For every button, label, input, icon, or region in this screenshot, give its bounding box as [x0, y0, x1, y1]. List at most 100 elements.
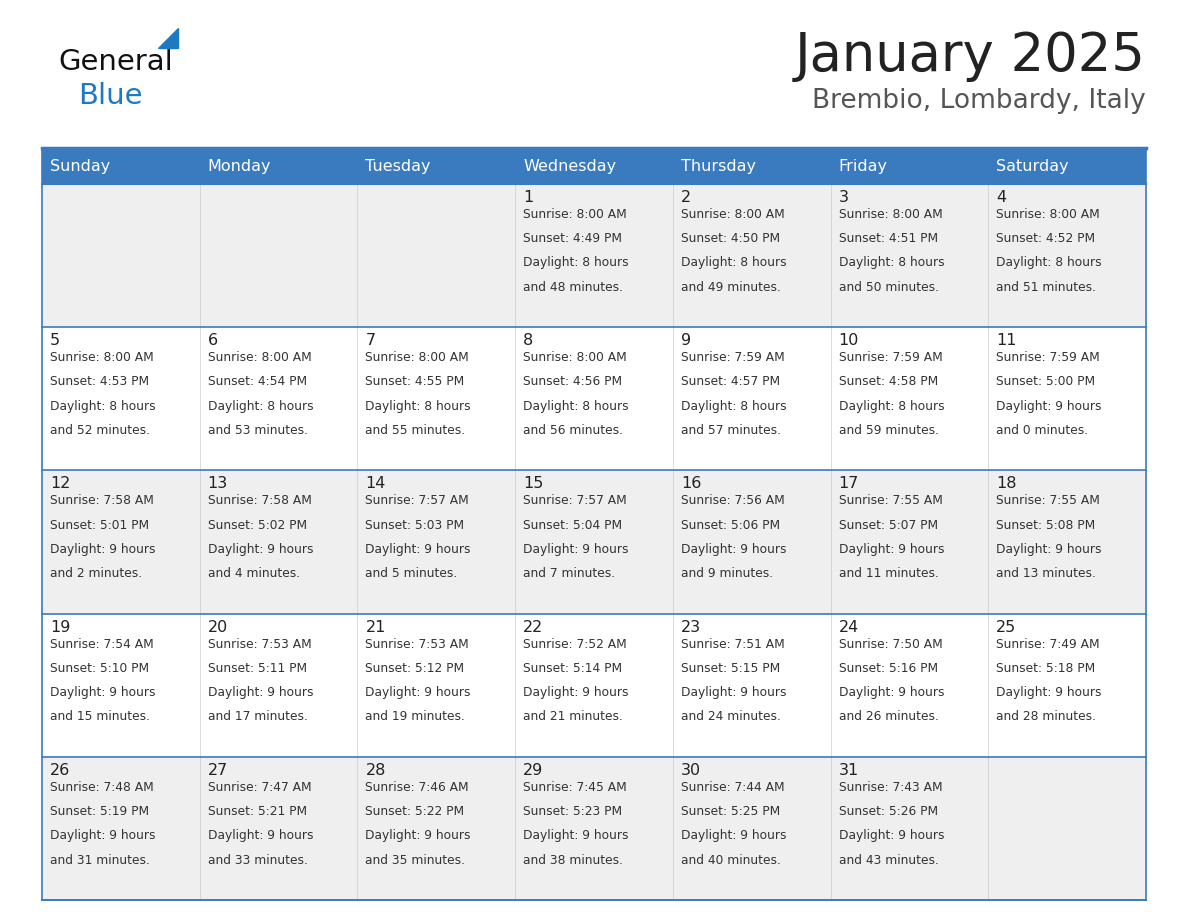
Text: Sunrise: 7:51 AM: Sunrise: 7:51 AM	[681, 638, 784, 651]
Text: Daylight: 9 hours: Daylight: 9 hours	[50, 543, 156, 556]
Text: and 43 minutes.: and 43 minutes.	[839, 854, 939, 867]
Text: 24: 24	[839, 620, 859, 634]
Text: 19: 19	[50, 620, 70, 634]
Text: and 49 minutes.: and 49 minutes.	[681, 281, 781, 294]
Text: and 15 minutes.: and 15 minutes.	[50, 711, 150, 723]
Text: Daylight: 9 hours: Daylight: 9 hours	[523, 543, 628, 556]
Text: and 53 minutes.: and 53 minutes.	[208, 424, 308, 437]
Text: and 28 minutes.: and 28 minutes.	[997, 711, 1097, 723]
Text: Sunset: 4:56 PM: Sunset: 4:56 PM	[523, 375, 623, 388]
Text: 1: 1	[523, 190, 533, 205]
Text: Sunrise: 7:55 AM: Sunrise: 7:55 AM	[839, 495, 942, 508]
Text: and 38 minutes.: and 38 minutes.	[523, 854, 624, 867]
Text: Daylight: 9 hours: Daylight: 9 hours	[839, 829, 944, 843]
Text: 8: 8	[523, 333, 533, 348]
Text: Sunrise: 7:46 AM: Sunrise: 7:46 AM	[366, 781, 469, 794]
Text: 13: 13	[208, 476, 228, 491]
Text: 16: 16	[681, 476, 701, 491]
Text: Daylight: 9 hours: Daylight: 9 hours	[208, 829, 314, 843]
Text: Sunrise: 7:44 AM: Sunrise: 7:44 AM	[681, 781, 784, 794]
Text: and 11 minutes.: and 11 minutes.	[839, 567, 939, 580]
Text: 12: 12	[50, 476, 70, 491]
Bar	[42, 613, 1146, 756]
Text: and 52 minutes.: and 52 minutes.	[50, 424, 150, 437]
Text: Daylight: 9 hours: Daylight: 9 hours	[50, 686, 156, 700]
Text: 6: 6	[208, 333, 217, 348]
Text: Sunset: 5:19 PM: Sunset: 5:19 PM	[50, 805, 150, 818]
Text: Sunrise: 7:53 AM: Sunrise: 7:53 AM	[208, 638, 311, 651]
Text: Brembio, Lombardy, Italy: Brembio, Lombardy, Italy	[813, 88, 1146, 114]
Text: Sunrise: 7:59 AM: Sunrise: 7:59 AM	[839, 352, 942, 364]
Text: and 31 minutes.: and 31 minutes.	[50, 854, 150, 867]
Text: 30: 30	[681, 763, 701, 778]
Text: Thursday: Thursday	[681, 159, 756, 174]
Text: Daylight: 9 hours: Daylight: 9 hours	[523, 829, 628, 843]
Text: Sunrise: 7:58 AM: Sunrise: 7:58 AM	[50, 495, 154, 508]
Text: Sunrise: 8:00 AM: Sunrise: 8:00 AM	[997, 208, 1100, 221]
Bar	[42, 470, 1146, 613]
Text: and 57 minutes.: and 57 minutes.	[681, 424, 781, 437]
Text: 10: 10	[839, 333, 859, 348]
Text: and 21 minutes.: and 21 minutes.	[523, 711, 623, 723]
Text: Sunrise: 8:00 AM: Sunrise: 8:00 AM	[681, 208, 784, 221]
Text: Sunset: 4:54 PM: Sunset: 4:54 PM	[208, 375, 307, 388]
Bar	[42, 148, 1146, 184]
Text: Daylight: 9 hours: Daylight: 9 hours	[366, 686, 470, 700]
Text: 28: 28	[366, 763, 386, 778]
Text: Sunset: 4:53 PM: Sunset: 4:53 PM	[50, 375, 150, 388]
Text: Tuesday: Tuesday	[366, 159, 431, 174]
Text: and 9 minutes.: and 9 minutes.	[681, 567, 773, 580]
Text: and 59 minutes.: and 59 minutes.	[839, 424, 939, 437]
Text: Sunset: 5:04 PM: Sunset: 5:04 PM	[523, 519, 623, 532]
Text: 27: 27	[208, 763, 228, 778]
Text: 17: 17	[839, 476, 859, 491]
Text: Daylight: 9 hours: Daylight: 9 hours	[681, 686, 786, 700]
Text: Sunrise: 7:56 AM: Sunrise: 7:56 AM	[681, 495, 784, 508]
Text: and 50 minutes.: and 50 minutes.	[839, 281, 939, 294]
Text: and 24 minutes.: and 24 minutes.	[681, 711, 781, 723]
Text: Daylight: 8 hours: Daylight: 8 hours	[366, 399, 472, 413]
Text: 25: 25	[997, 620, 1017, 634]
Text: and 17 minutes.: and 17 minutes.	[208, 711, 308, 723]
Text: and 2 minutes.: and 2 minutes.	[50, 567, 143, 580]
Text: 23: 23	[681, 620, 701, 634]
Text: Sunset: 5:03 PM: Sunset: 5:03 PM	[366, 519, 465, 532]
Text: January 2025: January 2025	[795, 30, 1146, 82]
Text: Sunrise: 7:57 AM: Sunrise: 7:57 AM	[523, 495, 627, 508]
Text: Daylight: 9 hours: Daylight: 9 hours	[839, 543, 944, 556]
Text: Sunset: 4:57 PM: Sunset: 4:57 PM	[681, 375, 781, 388]
Text: 18: 18	[997, 476, 1017, 491]
Text: Sunrise: 7:50 AM: Sunrise: 7:50 AM	[839, 638, 942, 651]
Text: Sunrise: 8:00 AM: Sunrise: 8:00 AM	[839, 208, 942, 221]
Text: and 13 minutes.: and 13 minutes.	[997, 567, 1097, 580]
Text: Sunrise: 7:57 AM: Sunrise: 7:57 AM	[366, 495, 469, 508]
Text: Sunset: 5:08 PM: Sunset: 5:08 PM	[997, 519, 1095, 532]
Text: Sunrise: 8:00 AM: Sunrise: 8:00 AM	[523, 352, 627, 364]
Text: Sunset: 5:12 PM: Sunset: 5:12 PM	[366, 662, 465, 675]
Text: 21: 21	[366, 620, 386, 634]
Text: 2: 2	[681, 190, 691, 205]
Text: Daylight: 9 hours: Daylight: 9 hours	[366, 829, 470, 843]
Text: Sunset: 4:49 PM: Sunset: 4:49 PM	[523, 232, 623, 245]
Text: 4: 4	[997, 190, 1006, 205]
Text: Sunset: 4:55 PM: Sunset: 4:55 PM	[366, 375, 465, 388]
Text: Sunset: 4:58 PM: Sunset: 4:58 PM	[839, 375, 937, 388]
Text: Sunrise: 7:54 AM: Sunrise: 7:54 AM	[50, 638, 153, 651]
Text: Sunset: 5:11 PM: Sunset: 5:11 PM	[208, 662, 307, 675]
Text: Sunrise: 8:00 AM: Sunrise: 8:00 AM	[366, 352, 469, 364]
Text: and 0 minutes.: and 0 minutes.	[997, 424, 1088, 437]
Text: Daylight: 9 hours: Daylight: 9 hours	[681, 829, 786, 843]
Text: and 5 minutes.: and 5 minutes.	[366, 567, 457, 580]
Text: Sunset: 5:18 PM: Sunset: 5:18 PM	[997, 662, 1095, 675]
Text: Sunset: 5:07 PM: Sunset: 5:07 PM	[839, 519, 937, 532]
Text: Daylight: 8 hours: Daylight: 8 hours	[839, 399, 944, 413]
Text: Sunset: 5:14 PM: Sunset: 5:14 PM	[523, 662, 623, 675]
Text: Daylight: 8 hours: Daylight: 8 hours	[681, 399, 786, 413]
Text: Daylight: 9 hours: Daylight: 9 hours	[997, 686, 1101, 700]
Text: Daylight: 8 hours: Daylight: 8 hours	[839, 256, 944, 270]
Text: 20: 20	[208, 620, 228, 634]
Text: Sunrise: 8:00 AM: Sunrise: 8:00 AM	[50, 352, 153, 364]
Text: Sunrise: 7:58 AM: Sunrise: 7:58 AM	[208, 495, 311, 508]
Text: Sunrise: 8:00 AM: Sunrise: 8:00 AM	[208, 352, 311, 364]
Text: Daylight: 8 hours: Daylight: 8 hours	[523, 399, 628, 413]
